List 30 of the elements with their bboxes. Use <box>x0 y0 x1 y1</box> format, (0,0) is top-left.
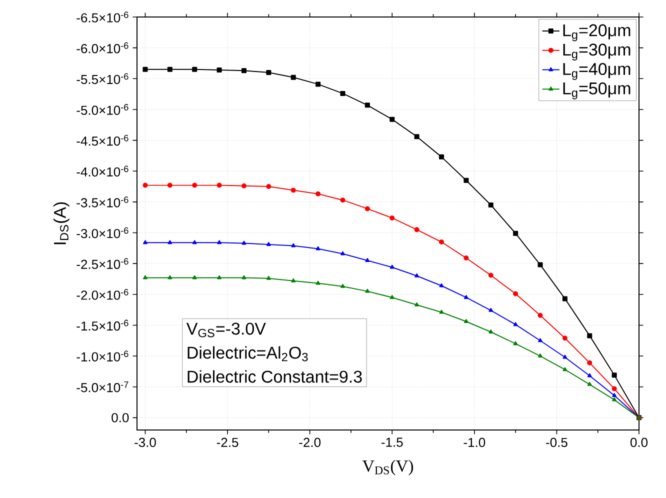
annotation: Dielectric=Al$_{2}$O$_{3}$ <box>188 346 308 362</box>
y-tick-label: -2.0×10$^{-6}$ <box>76 288 128 300</box>
y-tick-label: -4.0×10$^{-6}$ <box>76 166 128 177</box>
y-tick-label: -5.0×10$^{-6}$ <box>76 104 128 115</box>
y-tick-label: -5.0×10$^{-7}$ <box>76 381 128 392</box>
legend-label: L$_{g}$=50μm <box>563 82 630 100</box>
y-tick-label: -1.0×10$^{-6}$ <box>76 350 128 362</box>
y-tick-label: -4.5×10$^{-6}$ <box>76 134 128 146</box>
x-tick-label: -1.0 <box>464 438 486 448</box>
y-tick-label: -2.5×10$^{-6}$ <box>76 258 128 269</box>
x-tick-label: 0.0 <box>630 438 648 448</box>
y-tick-label: -3.5×10$^{-6}$ <box>76 196 128 208</box>
legend-label: L$_{g}$=30μm <box>563 44 630 61</box>
x-tick-label: -2.5 <box>216 438 238 448</box>
y-axis-title: I$_{DS}$(A) <box>53 202 70 244</box>
x-axis-title: V$_{DS}$(V) <box>362 460 414 476</box>
x-tick-label: -0.5 <box>546 438 568 448</box>
annotation: V$_{GS}$=-3.0V <box>186 322 266 338</box>
x-tick-label: -1.5 <box>382 438 403 447</box>
legend-label: L$_{g}$=40μm <box>563 63 630 80</box>
annotation: Dielectric Constant=9.3 <box>188 370 362 383</box>
y-tick-label: -5.5×10$^{-6}$ <box>76 73 128 84</box>
y-tick-label: -6.5×10$^{-6}$ <box>76 12 128 22</box>
y-tick-label: -6.0×10$^{-6}$ <box>76 42 128 54</box>
legend-label: L$_{g}$=20μm <box>563 24 630 42</box>
x-tick-label: -3.0 <box>134 438 156 448</box>
y-tick-label: -3.0×10$^{-6}$ <box>76 227 128 238</box>
x-tick-label: -2.0 <box>299 438 321 448</box>
y-tick-label: -1.5×10$^{-6}$ <box>76 320 128 331</box>
y-tick-label: 0.0 <box>112 413 129 422</box>
